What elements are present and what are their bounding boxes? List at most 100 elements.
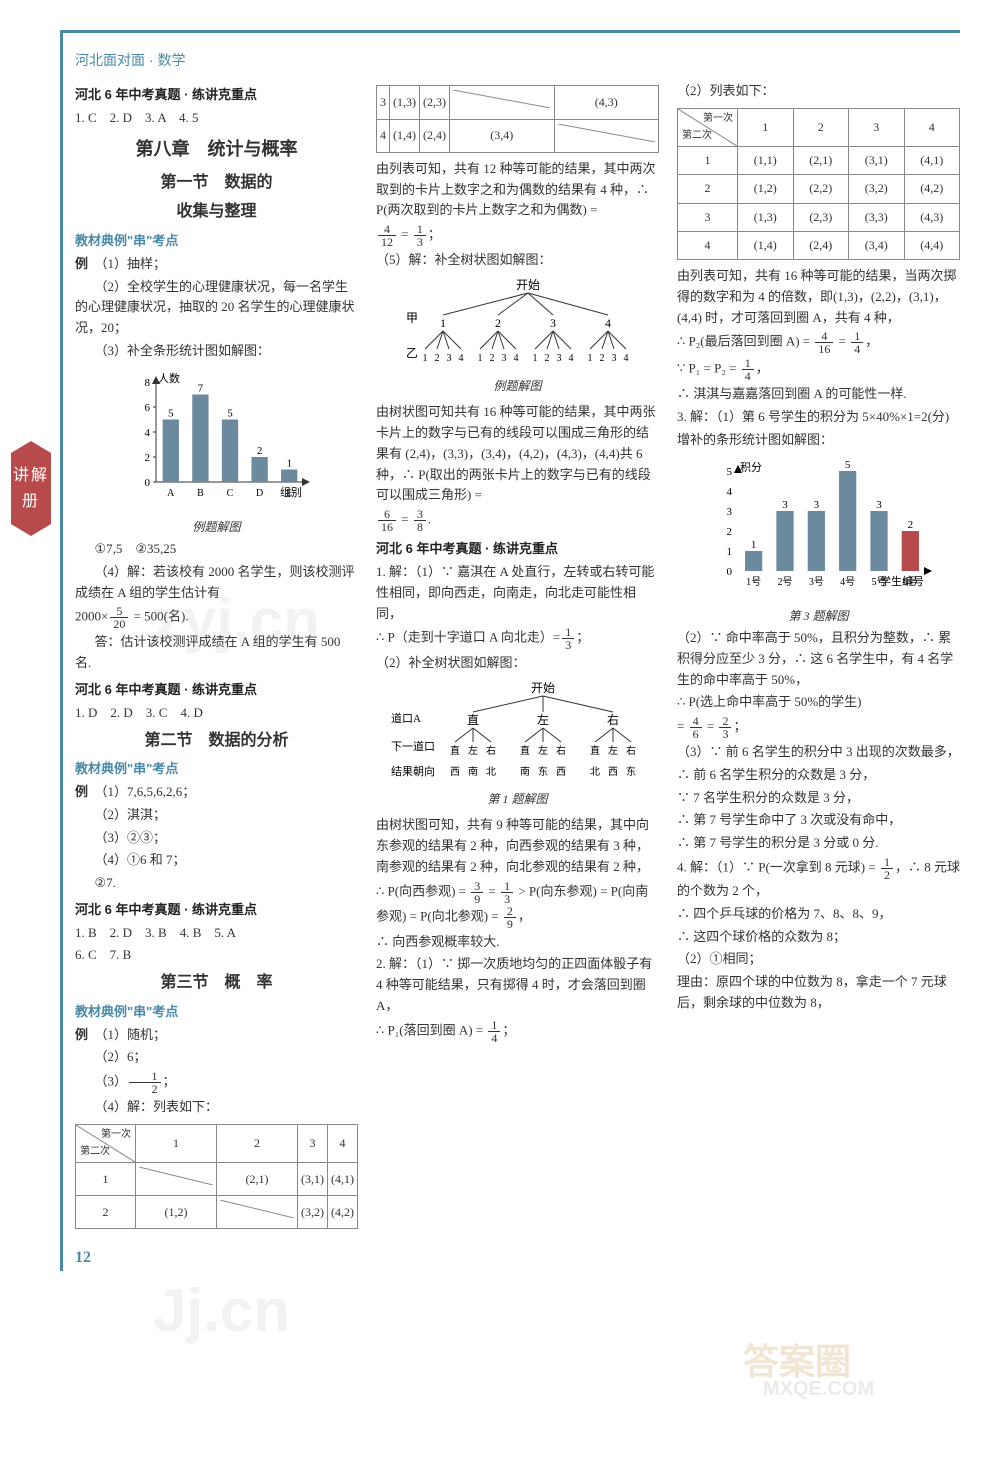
svg-text:积分: 积分 [740, 461, 762, 474]
text: ∴ P(向西参观) = [376, 883, 469, 898]
svg-text:左: 左 [536, 712, 548, 727]
svg-text:3: 3 [876, 499, 882, 511]
svg-text:2: 2 [726, 526, 732, 538]
text: = [704, 719, 718, 734]
svg-text:4: 4 [623, 353, 628, 364]
svg-text:南: 南 [468, 765, 478, 778]
svg-text:左: 左 [608, 744, 618, 757]
svg-text:0: 0 [144, 477, 150, 489]
text: ； [733, 719, 746, 734]
text: （2）淇淇； [75, 805, 358, 826]
text: ∴ P（走到十字道口 A 向北走）= [376, 630, 560, 645]
svg-text:右: 右 [556, 744, 566, 757]
text: ； [428, 227, 441, 242]
svg-text:3: 3 [550, 316, 556, 330]
text: ， [865, 334, 878, 349]
svg-text:E: E [286, 488, 292, 499]
zhenti-header: 河北 6 年中考真题 · 练讲克重点 [75, 680, 358, 701]
frac-den: 8 [414, 521, 426, 533]
text: 理由：原四个球的中位数为 8，拿走一个 7 元球后，剩余球的中位数为 8， [677, 972, 960, 1014]
text: 4. 解：（1）∵ P(一次拿到 8 元球) = [677, 860, 879, 875]
svg-text:3: 3 [782, 499, 788, 511]
text: = [677, 719, 688, 734]
svg-text:B: B [197, 488, 204, 499]
svg-text:2: 2 [434, 353, 439, 364]
svg-text:2号: 2号 [777, 576, 792, 588]
chart-caption: 例题解图 [75, 518, 358, 537]
bar-chart-1: 02468人数组别5A7B5C2D1E [122, 370, 312, 510]
svg-text:4: 4 [458, 353, 463, 364]
svg-text:3: 3 [446, 353, 451, 364]
svg-text:结果朝向: 结果朝向 [391, 764, 435, 778]
frac-den: 2 [129, 1083, 161, 1095]
text: ， [756, 361, 769, 376]
svg-text:左: 左 [468, 744, 478, 757]
svg-text:8: 8 [144, 377, 150, 389]
text: ②7. [75, 873, 358, 894]
text: （2）列表如下： [677, 81, 960, 102]
frac-num: 1 [488, 1019, 500, 1032]
svg-text:4: 4 [513, 353, 518, 364]
probability-table-1-cont: 3(1,3)(2,3)(4,3)4(1,4)(2,4)(3,4) [376, 85, 659, 152]
svg-text:1: 1 [440, 316, 446, 330]
svg-text:5号: 5号 [871, 576, 886, 588]
text: （3）补全条形统计图如解图： [75, 341, 358, 362]
column-3: （2）列表如下： 第一次第二次12341(1,1)(2,1)(3,1)(4,1)… [677, 79, 960, 1235]
frac-den: 12 [378, 236, 396, 248]
text: ∴ P₂(最后落回到圈 A) = [677, 334, 813, 349]
section-title: 收集与整理 [75, 199, 358, 225]
text: = [485, 883, 499, 898]
watermark: 答案圈 [743, 1333, 851, 1391]
svg-text:直: 直 [466, 713, 478, 727]
text: （2）全校学生的心理健康状况，每一名学生的心理健康状况，抽取的 20 名学生的心… [75, 277, 358, 339]
text: = [398, 512, 412, 527]
chart-caption: 第 1 题解图 [376, 790, 659, 809]
svg-text:甲: 甲 [406, 311, 418, 325]
svg-text:6: 6 [144, 402, 150, 414]
svg-text:右: 右 [626, 744, 636, 757]
text: ∴ P(选上命中率高于 50%的学生) [677, 692, 960, 713]
svg-text:左: 左 [538, 744, 548, 757]
svg-text:5: 5 [168, 407, 174, 419]
answers: 6. C 7. B [75, 945, 358, 966]
text: ； [163, 1074, 176, 1089]
svg-text:A: A [167, 488, 175, 499]
chart-caption: 第 3 题解图 [677, 607, 960, 626]
text: （1）抽样； [101, 256, 166, 271]
text: （2）6； [75, 1047, 358, 1068]
text: （4）①6 和 7； [75, 850, 358, 871]
text: ∵ P₁ = P₂ = [677, 361, 740, 376]
svg-text:2: 2 [599, 353, 604, 364]
tree-diagram-2: 开始道口A下一道口结果朝向直直西左南右北左直南左东右西右直北左西右东 第 1 题… [376, 680, 659, 809]
svg-text:2: 2 [495, 316, 501, 330]
section-title: 第一节 数据的 [75, 170, 358, 196]
svg-text:C: C [226, 488, 233, 499]
text: 1. 解：（1）∵ 嘉淇在 A 处直行，左转或右转可能性相同，即向西走，向南走，… [376, 562, 659, 624]
frac-den: 9 [471, 893, 483, 905]
chapter-title: 第八章 统计与概率 [75, 135, 358, 164]
watermark: MXQE.COM [763, 1373, 874, 1405]
svg-text:3: 3 [611, 353, 616, 364]
text: = [835, 334, 849, 349]
text: ∴ 前 6 名学生积分的众数是 3 分， [677, 765, 960, 786]
svg-text:4号: 4号 [840, 576, 855, 588]
kaodian-header: 教材典例"串"考点 [75, 759, 358, 780]
text: 由列表可知，共有 12 种等可能的结果，其中两次取到的卡片上数字之和为偶数的结果… [376, 159, 659, 221]
text: （1）7,6,5,6,2,6； [101, 784, 195, 799]
kaodian-header: 教材典例"串"考点 [75, 1002, 358, 1023]
svg-text:2: 2 [907, 519, 913, 531]
frac-den: 6 [690, 728, 702, 740]
frac-den: 3 [719, 728, 731, 740]
svg-text:1: 1 [422, 353, 427, 364]
text: 2000× [75, 609, 108, 624]
svg-text:人数: 人数 [158, 372, 180, 385]
svg-text:5: 5 [726, 466, 732, 478]
svg-text:直: 直 [590, 744, 600, 757]
svg-text:1: 1 [477, 353, 482, 364]
frac-den: 4 [851, 343, 863, 355]
svg-text:1: 1 [286, 457, 292, 469]
text: ∴ P₁(落回到圈 A) = [376, 1022, 486, 1037]
svg-text:6号: 6号 [902, 576, 917, 588]
svg-text:4: 4 [144, 427, 150, 439]
probability-table-1: 第一次第二次12341(2,1)(3,1)(4,1)2(1,2)(3,2)(4,… [75, 1124, 358, 1229]
